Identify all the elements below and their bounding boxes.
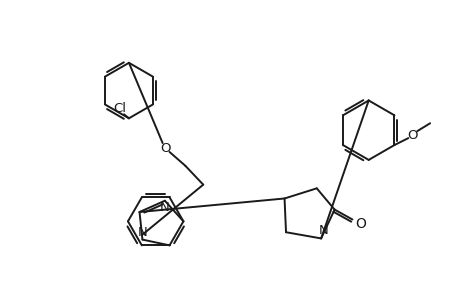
Text: O: O (406, 129, 417, 142)
Text: O: O (160, 142, 170, 154)
Text: Cl: Cl (113, 102, 126, 115)
Text: N: N (319, 224, 328, 237)
Text: O: O (354, 218, 365, 231)
Text: N: N (160, 201, 169, 214)
Text: N: N (137, 226, 147, 239)
